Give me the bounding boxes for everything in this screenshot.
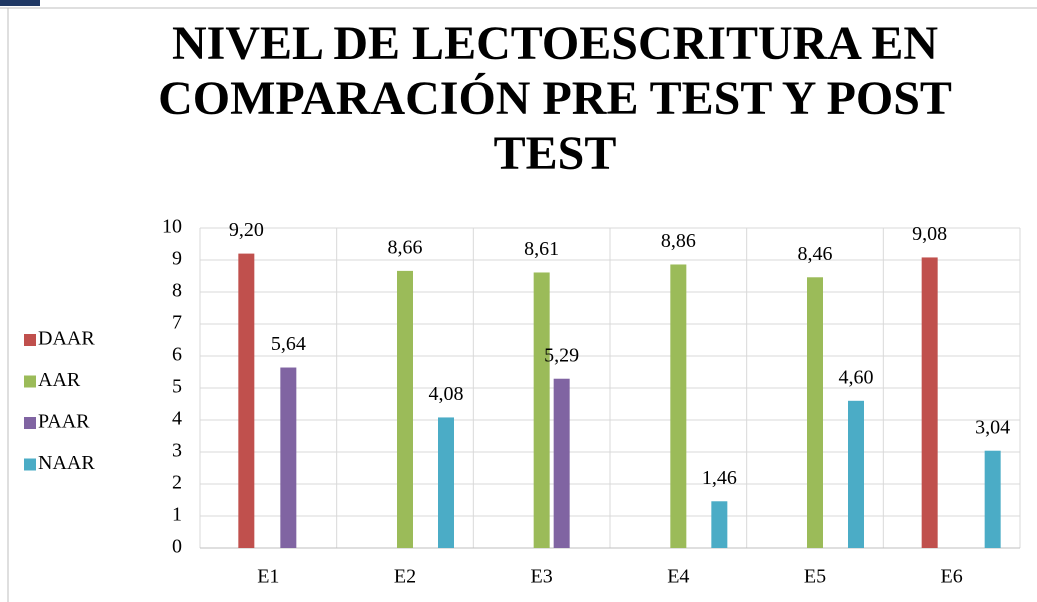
bar: [438, 417, 454, 548]
legend-label: PAAR: [38, 411, 90, 433]
y-tick-label: 5: [172, 376, 182, 398]
bar: [670, 264, 687, 548]
legend-swatch: [24, 375, 36, 388]
y-tick-label: 6: [172, 344, 182, 366]
bar: [921, 257, 938, 548]
legend-swatch: [24, 417, 36, 429]
x-tick-label: E4: [667, 566, 689, 588]
value-label: 8,46: [798, 243, 833, 265]
y-tick-label: 7: [172, 312, 182, 334]
chart-title: NIVEL DE LECTOESCRITURA EN COMPARACIÓN P…: [158, 17, 952, 180]
y-tick-label: 0: [172, 536, 182, 558]
x-tick-label: E6: [941, 566, 963, 588]
y-tick-label: 2: [172, 472, 182, 494]
value-label: 8,66: [388, 236, 423, 258]
legend-label: NAAR: [38, 452, 95, 474]
y-tick-label: 8: [172, 280, 182, 302]
value-label: 8,86: [661, 230, 696, 252]
x-tick-label: E5: [804, 566, 826, 588]
value-label: 1,46: [702, 467, 737, 489]
y-tick-label: 4: [172, 408, 182, 430]
bar: [280, 367, 297, 548]
bar: [533, 272, 550, 548]
logo-fragment: [0, 0, 40, 6]
value-label: 4,08: [429, 383, 464, 405]
value-label: 3,04: [975, 416, 1010, 438]
bar: [848, 400, 864, 548]
value-label: 5,64: [271, 333, 306, 355]
bar: [397, 270, 413, 548]
value-label: 9,20: [229, 219, 264, 241]
value-label: 9,08: [912, 223, 947, 245]
bar: [238, 253, 255, 548]
x-tick-label: E2: [394, 566, 416, 588]
y-tick-label: 9: [172, 248, 182, 270]
legend-swatch: [24, 334, 36, 346]
bar: [984, 450, 1001, 548]
value-label: 4,60: [839, 366, 874, 388]
y-tick-label: 10: [162, 216, 182, 238]
y-tick-label: 3: [172, 440, 182, 462]
x-tick-label: E1: [257, 566, 279, 588]
legend-swatch: [24, 458, 36, 471]
bar: [807, 277, 823, 548]
x-tick-label: E3: [531, 566, 553, 588]
legend-label: AAR: [38, 369, 81, 391]
value-label: 8,61: [524, 238, 559, 260]
y-tick-label: 1: [172, 504, 182, 526]
legend-label: DAAR: [38, 328, 95, 350]
value-label: 5,29: [544, 344, 579, 366]
bar: [711, 501, 728, 548]
bar: [553, 378, 570, 548]
